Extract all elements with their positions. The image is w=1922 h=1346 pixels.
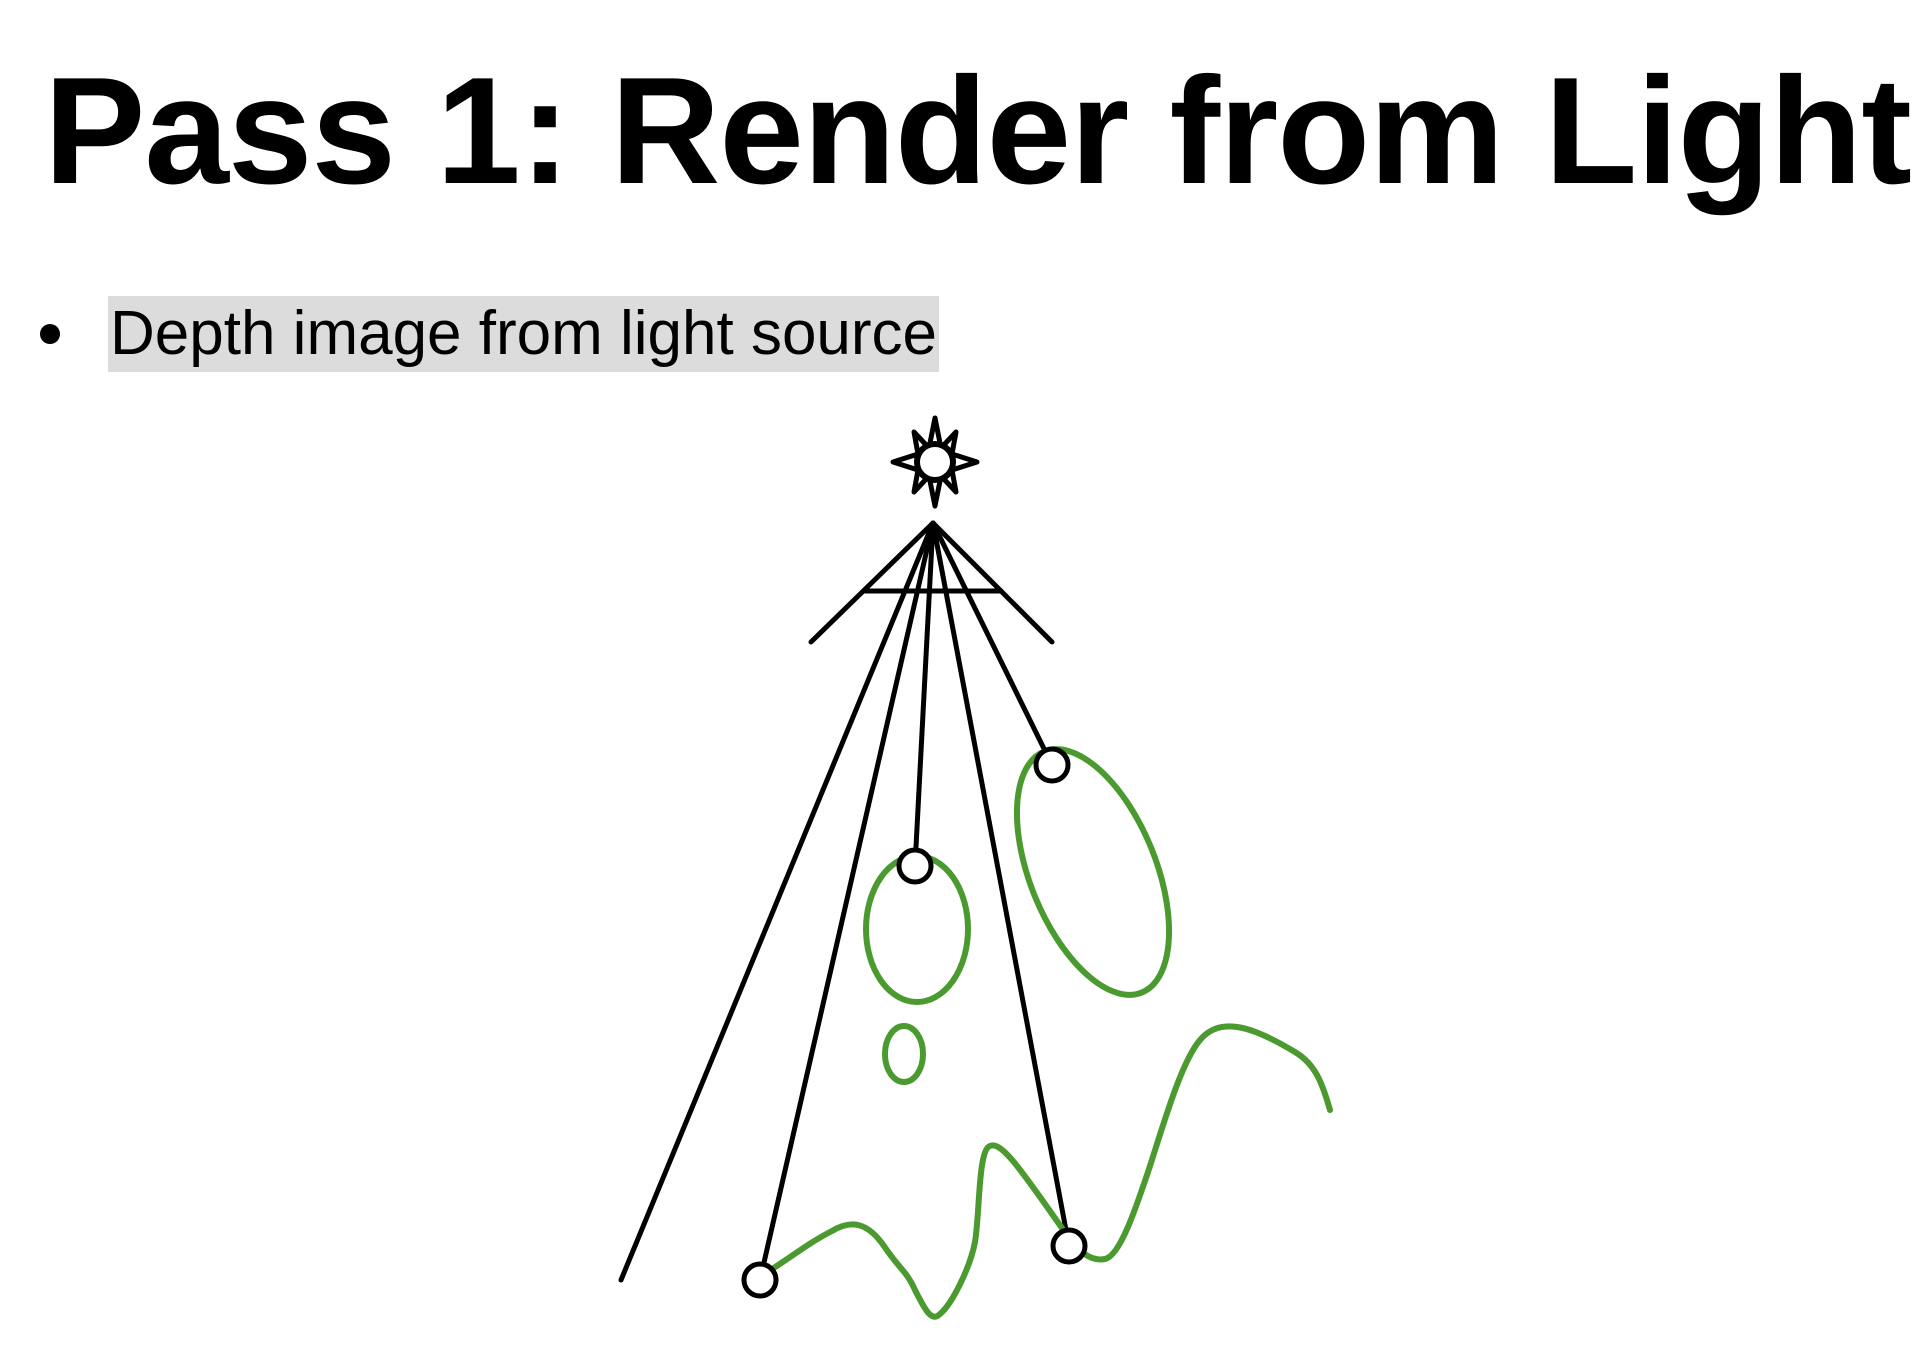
bullet-list: Depth image from light source <box>40 296 940 372</box>
scene-objects <box>760 746 1333 1320</box>
light-ray <box>930 520 1072 1249</box>
light-ray <box>930 520 1055 768</box>
sun-core <box>914 441 956 483</box>
sun-rays <box>890 415 980 509</box>
light-frustum <box>808 520 1055 645</box>
bullet-item: Depth image from light source <box>40 296 940 372</box>
frustum-edge-right <box>930 520 1055 645</box>
object-oval-small <box>882 1023 926 1085</box>
ground-curve <box>760 1023 1333 1320</box>
depth-sample-points <box>741 746 1088 1299</box>
bullet-text: Depth image from light source <box>108 296 940 372</box>
depth-sample-point <box>1050 1227 1088 1265</box>
light-ray <box>912 520 936 869</box>
bullet-dot <box>40 324 60 344</box>
depth-sample-point <box>1033 746 1071 784</box>
frustum-edge-left <box>808 520 936 645</box>
depth-sample-point <box>896 847 934 885</box>
slide-title: Pass 1: Render from Light <box>44 46 1912 216</box>
light-ray <box>618 520 936 1283</box>
sun-icon <box>890 415 980 509</box>
light-ray <box>757 520 936 1283</box>
light-rays <box>618 520 1072 1283</box>
depth-sample-point <box>741 1261 779 1299</box>
